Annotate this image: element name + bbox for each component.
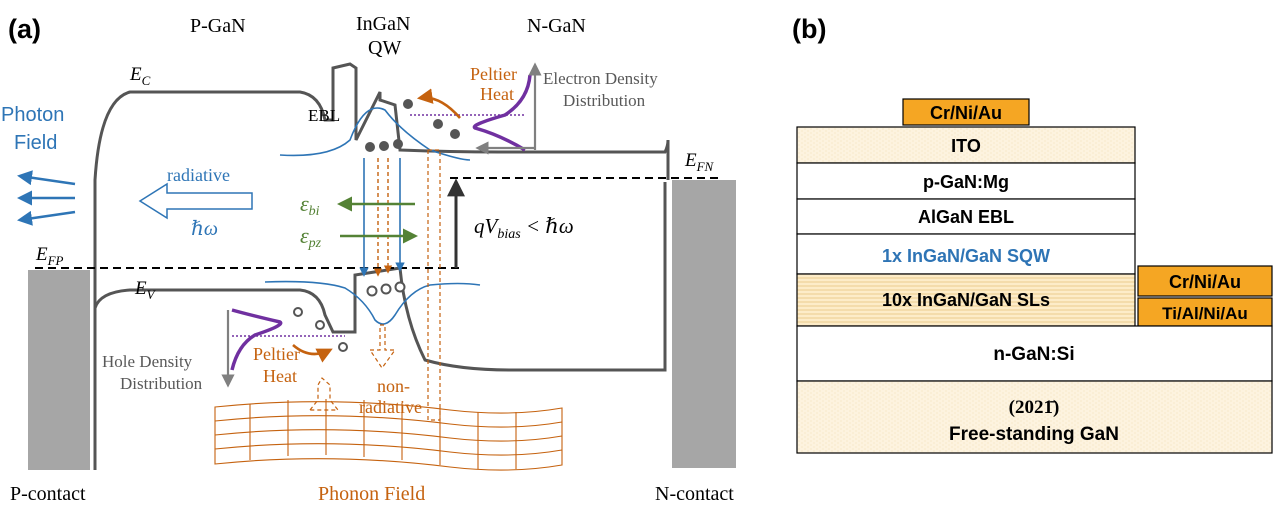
n-contact-top-label: Cr/Ni/Au [1169, 272, 1241, 292]
n-contact-bottom-label: Ti/Al/Ni/Au [1162, 304, 1248, 323]
efn-label: EFN [684, 150, 715, 174]
ec-label: EC [129, 64, 151, 88]
n-contact-label: N-contact [655, 483, 734, 505]
n-contact-bottom [1137, 297, 1273, 327]
phonon-field-grid [214, 399, 563, 471]
eps-pz-label: εpz [300, 223, 322, 251]
phonon-dashed-columns [308, 149, 441, 421]
ev-label: EV [134, 278, 157, 302]
layer-ebl [796, 198, 1136, 235]
layer-top-contact [902, 98, 1030, 126]
valence-band [93, 182, 667, 470]
peltier-n-label-1: Peltier [470, 64, 517, 84]
region-qw-label-1: InGaN [356, 13, 410, 35]
layer-substrate-label: Free-standing GaN [949, 424, 1119, 445]
bias-label: qVbias < ℏω [474, 214, 574, 242]
hole-density-label-2: Distribution [120, 374, 203, 393]
peltier-p-label-2: Heat [263, 366, 297, 386]
peltier-heat-arrow-p [292, 344, 333, 363]
region-n-label: N-GaN [527, 15, 586, 37]
radiative-hollow-arrow [138, 182, 253, 220]
layer-ito-label: ITO [951, 136, 981, 156]
qw-electrons [365, 99, 460, 152]
layer-sqw-label: 1x InGaN/GaN SQW [882, 246, 1050, 266]
electron-density-label-2: Distribution [563, 91, 646, 110]
layer-ngan-label: n-GaN:Si [993, 344, 1074, 365]
photon-label-1: Photon [1, 104, 64, 126]
layer-orientation-label: (2021̄) [1009, 397, 1060, 418]
n-contact-top [1137, 265, 1273, 297]
layer-sls-label: 10x InGaN/GaN SLs [882, 290, 1050, 310]
panel-a: (a) [1, 13, 736, 505]
layer-pgan [796, 162, 1136, 200]
electron-density-curve [472, 74, 532, 152]
ebl-label: EBL [308, 106, 340, 125]
layer-sqw [796, 233, 1136, 275]
n-contact-block [672, 180, 736, 468]
p-contact-block [28, 270, 90, 470]
layer-ito [796, 126, 1136, 164]
qw-holes [293, 281, 406, 352]
efp-label: EFP [35, 244, 64, 268]
panel-b-label: (b) [792, 14, 826, 44]
photon-field-arrows [17, 170, 76, 226]
panel-a-label: (a) [8, 14, 41, 44]
panel-b: (b) Cr/Ni/Au ITO p-GaN:Mg AlGaN EBL 1x I… [792, 14, 1273, 454]
p-contact-label: P-contact [10, 483, 86, 505]
photon-label-2: Field [14, 132, 57, 154]
phonon-field-label: Phonon Field [318, 483, 425, 505]
layer-ebl-label: AlGaN EBL [918, 207, 1014, 227]
hbar-omega-label: ℏω [191, 218, 218, 240]
electron-density-label-1: Electron Density [543, 69, 658, 88]
nonrad-label-1: non- [377, 376, 410, 396]
hole-wavefunction [264, 280, 481, 325]
layer-sls [796, 273, 1136, 327]
peltier-n-label-2: Heat [480, 84, 514, 104]
layer-pgan-label: p-GaN:Mg [923, 172, 1009, 192]
layer-ngan [796, 325, 1273, 382]
layer-top-contact-label: Cr/Ni/Au [930, 103, 1002, 123]
electron-wavefunction [279, 107, 471, 161]
region-p-label: P-GaN [190, 15, 246, 37]
hole-density-curve [230, 308, 283, 371]
layer-substrate [796, 380, 1273, 454]
radiative-label: radiative [167, 165, 230, 185]
peltier-p-label-1: Peltier [253, 344, 300, 364]
eps-bi-label: εbi [300, 191, 320, 219]
nonrad-label-2: radiative [359, 397, 422, 417]
region-qw-label-2: QW [368, 37, 401, 59]
conduction-band [93, 62, 670, 470]
hole-density-label-1: Hole Density [102, 352, 193, 371]
peltier-heat-arrow-n [416, 88, 461, 119]
